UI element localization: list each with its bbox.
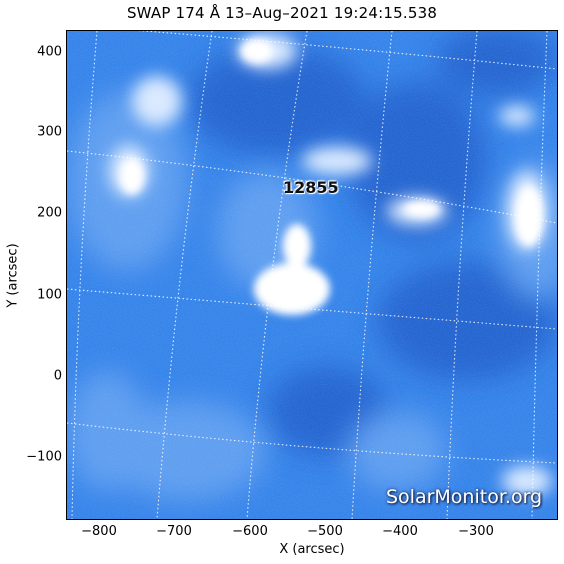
active-region-label: 12855 — [283, 178, 339, 197]
x-tick-label: −600 — [232, 524, 268, 539]
y-tick-label: 100 — [37, 287, 62, 303]
watermark: SolarMonitor.org — [386, 486, 543, 508]
y-axis-label: Y (arcsec) — [5, 243, 21, 308]
y-tick-label: −100 — [26, 449, 62, 465]
x-tick-label: −800 — [81, 524, 117, 539]
image-title: SWAP 174 Å 13–Aug–2021 19:24:15.538 — [126, 4, 438, 22]
solar-image-panel — [66, 30, 558, 520]
x-axis-label: X (arcsec) — [279, 542, 345, 557]
x-tick-label: −400 — [382, 524, 418, 539]
x-tick-label: −500 — [307, 524, 343, 539]
solar-image — [67, 31, 557, 519]
y-tick-label: 0 — [53, 368, 62, 384]
y-tick-label: 200 — [37, 205, 62, 221]
y-tick-label: 300 — [37, 124, 62, 140]
x-tick-label: −300 — [458, 524, 494, 539]
x-tick-label: −700 — [156, 524, 192, 539]
y-tick-label: 400 — [37, 44, 62, 60]
